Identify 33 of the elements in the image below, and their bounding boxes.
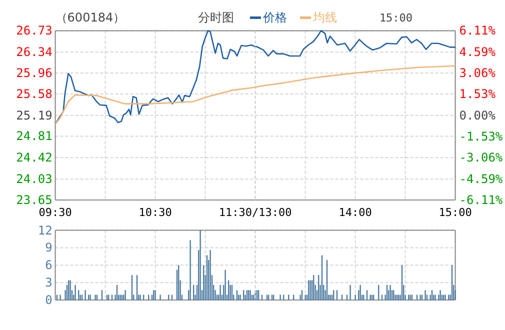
text: -6.11% — [459, 193, 503, 207]
y-tick-label: 25.19 — [16, 108, 52, 122]
x-tick-label: 09:30 — [38, 206, 72, 219]
text: 3.06% — [459, 66, 496, 80]
text: -4.59% — [459, 172, 503, 186]
y-tick-label: 6 — [45, 258, 52, 272]
chart-title: （600184） — [55, 10, 126, 25]
x-tick-label: 10:30 — [138, 206, 172, 219]
y-tick-label: 0 — [45, 293, 52, 307]
y-tick-label: 25.58 — [16, 86, 52, 101]
y-tick-label: 25.96 — [16, 66, 52, 80]
y-tick-label: 26.73 — [16, 24, 52, 38]
text: 4.59% — [459, 44, 496, 59]
x-tick-label: 15:00 — [438, 206, 472, 219]
text: 15:00 — [379, 12, 413, 25]
text: 1.53% — [459, 87, 496, 102]
y-tick-label: 24.42 — [16, 150, 52, 165]
legend-label: 价格 — [262, 10, 287, 25]
x-tick-label: 14:00 — [338, 206, 372, 219]
chart-subtitle: 分时图 — [198, 10, 234, 25]
y-tick-label: 23.65 — [16, 193, 52, 207]
text: 0.00% — [459, 108, 496, 122]
y-tick-label: 24.81 — [16, 129, 52, 144]
text: -1.53% — [459, 130, 503, 144]
y-tick-label: 12 — [38, 223, 52, 238]
text: -3.06% — [459, 150, 503, 165]
y-tick-label: 24.03 — [16, 172, 52, 186]
y-tick-label: 3 — [45, 276, 52, 290]
legend-label: 均线 — [312, 10, 337, 25]
y-tick-label: 9 — [45, 240, 52, 255]
x-tick-label: 11:30/13:00 — [218, 206, 292, 219]
text: 6.11% — [459, 24, 496, 38]
y-tick-label: 26.34 — [16, 45, 52, 60]
